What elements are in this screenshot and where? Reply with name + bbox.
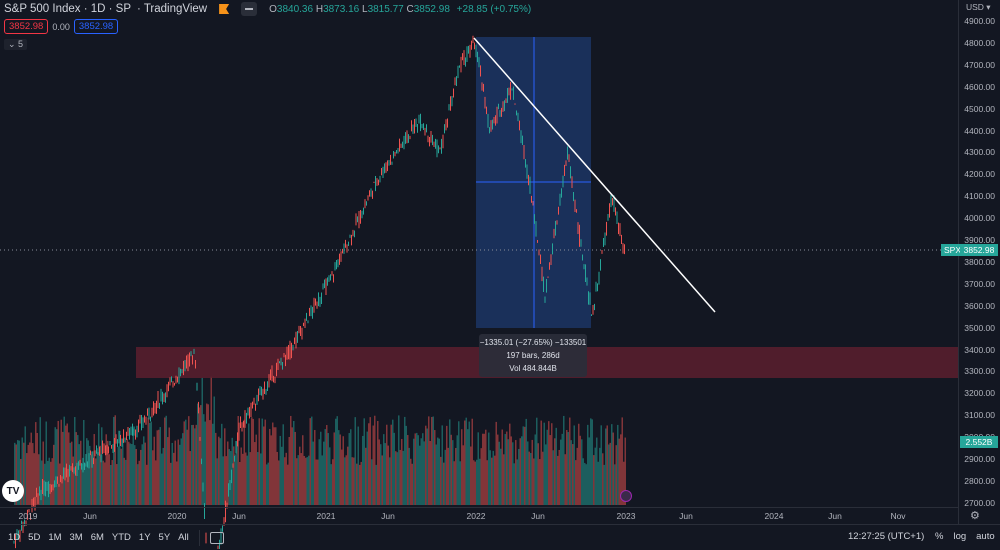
- flag-icon[interactable]: [219, 4, 230, 14]
- sell-button[interactable]: 3852.98: [4, 19, 49, 34]
- last-price-tag: 3852.98: [960, 244, 998, 256]
- price-tick: 2800.00: [964, 475, 995, 486]
- go-to-date-icon[interactable]: [209, 531, 224, 544]
- price-tick: 4600.00: [964, 81, 995, 92]
- price-tick: 3200.00: [964, 388, 995, 399]
- range-button-5y[interactable]: 5Y: [158, 532, 171, 543]
- price-tick: 4000.00: [964, 213, 995, 224]
- time-tick: 2024: [764, 511, 784, 521]
- scale-options: % log auto: [935, 531, 995, 542]
- indicators-toggle[interactable]: ⌄ 5: [4, 39, 28, 50]
- price-tick: 4900.00: [964, 16, 995, 26]
- range-button-1d[interactable]: 1D: [8, 532, 21, 543]
- buy-button[interactable]: 3852.98: [73, 19, 119, 34]
- tradingview-logo[interactable]: TV: [2, 480, 24, 502]
- percent-scale-toggle[interactable]: %: [935, 531, 944, 542]
- volume-tag: 2.552B: [960, 436, 998, 448]
- price-tick: 4300.00: [964, 147, 995, 158]
- collapse-legend-button[interactable]: [241, 2, 258, 16]
- price-tick: 4700.00: [964, 59, 995, 70]
- data-source: · TradingView: [137, 3, 208, 15]
- time-tick: Jun: [828, 511, 842, 521]
- price-axis[interactable]: 4900.00 4800.00 4700.00 4600.00 4500.00 4400.…: [958, 0, 1000, 524]
- time-tick: Nov: [890, 511, 906, 521]
- symbol-title[interactable]: S&P 500 Index · 1D · SP: [4, 3, 131, 15]
- price-tick: 3900.00: [964, 235, 995, 245]
- range-button-ytd[interactable]: YTD: [111, 532, 131, 543]
- price-tick: 2900.00: [964, 454, 995, 464]
- time-tick: 2023: [616, 511, 636, 521]
- price-tick: 3600.00: [964, 300, 995, 311]
- candlestick-series: [13, 35, 625, 549]
- price-tick: 4400.00: [964, 125, 995, 136]
- time-tick: Jun: [679, 511, 693, 521]
- volume-histogram: [14, 376, 626, 505]
- price-tick: 4200.00: [964, 169, 995, 180]
- clock: 12:27:25 (UTC+1): [848, 531, 925, 542]
- range-button-5d[interactable]: 5D: [28, 532, 41, 543]
- range-button-3m[interactable]: 3M: [69, 532, 83, 543]
- time-tick: Jun: [232, 511, 246, 521]
- price-tick: 3400.00: [964, 344, 995, 355]
- price-tick: 3300.00: [964, 366, 995, 377]
- price-tick: 4100.00: [964, 191, 995, 202]
- time-tick: 2019: [18, 511, 38, 521]
- price-tick: 3100.00: [964, 410, 995, 421]
- range-button-1y[interactable]: 1Y: [138, 532, 151, 543]
- bottom-toolbar: 1D 5D 1M 3M 6M YTD 1Y 5Y All: [0, 524, 1000, 550]
- auto-scale-toggle[interactable]: auto: [976, 531, 995, 542]
- range-button-all[interactable]: All: [178, 532, 189, 543]
- spread-value: 0.00: [52, 21, 70, 32]
- symbol-price-label: SPX: [941, 244, 965, 256]
- price-tick: 3500.00: [964, 322, 995, 333]
- price-tick: 3800.00: [964, 256, 995, 267]
- divider: [198, 529, 200, 546]
- time-axis[interactable]: 2019 Jun 2020 Jun 2021 Jun 2022 Jun 2023 Jun 2024 J…: [0, 507, 958, 525]
- measure-tooltip: −1335.01 (−27.65%) −133501 197 bars, 286…: [479, 334, 587, 377]
- log-scale-toggle[interactable]: log: [953, 531, 967, 542]
- measure-bars: 197 bars, 286d: [506, 351, 560, 360]
- time-tick: 2020: [167, 511, 187, 521]
- range-button-6m[interactable]: 6M: [90, 532, 104, 543]
- price-change: +28.85 (+0.75%): [456, 3, 532, 15]
- price-tick: 4800.00: [964, 37, 995, 48]
- measure-change: −1335.01 (−27.65%) −133501: [479, 338, 587, 347]
- currency-selector[interactable]: USD ▾: [966, 2, 991, 12]
- ohlc-values: O3840.36 H3873.16 L3815.77 C3852.98 +28.…: [269, 3, 532, 15]
- price-tick: 3700.00: [964, 278, 995, 289]
- time-tick: Jun: [531, 511, 545, 521]
- measure-volume: Vol 484.844B: [509, 364, 557, 373]
- range-button-1m[interactable]: 1M: [48, 532, 62, 543]
- event-icon[interactable]: [620, 490, 632, 502]
- time-tick: Jun: [83, 511, 97, 521]
- trade-buttons: 3852.98 0.00 3852.98: [4, 19, 119, 34]
- time-tick: 2022: [466, 511, 486, 521]
- gear-icon[interactable]: ⚙: [970, 510, 980, 522]
- trendline[interactable]: [473, 37, 716, 313]
- price-tick: 4500.00: [964, 103, 995, 114]
- time-tick: Jun: [381, 511, 395, 521]
- time-tick: 2021: [316, 511, 336, 521]
- price-tick: 2700.00: [964, 497, 995, 508]
- chart-legend: S&P 500 Index · 1D · SP · TradingView O3…: [4, 2, 531, 16]
